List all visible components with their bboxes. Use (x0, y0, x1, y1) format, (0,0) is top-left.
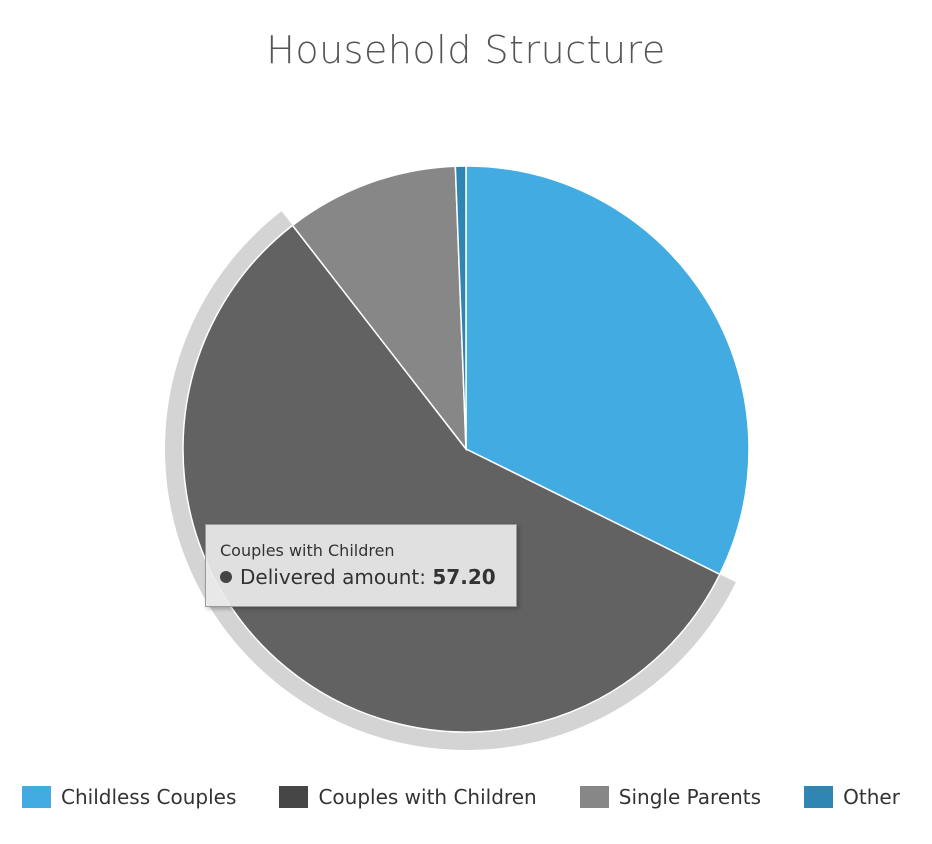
tooltip-row: Delivered amount: 57.20 (220, 564, 516, 590)
pie-slice-single-parents[interactable] (291, 165, 467, 452)
legend-swatch-icon (804, 786, 834, 808)
legend-label: Childless Couples (61, 785, 237, 809)
legend-swatch-icon (22, 786, 51, 808)
legend-label: Other (843, 785, 900, 809)
chart-tooltip: Couples with Children Delivered amount: … (205, 524, 517, 607)
chart-legend: Childless Couples Couples with Children … (22, 783, 900, 811)
tooltip-label: Delivered amount (240, 565, 420, 589)
pie-slice-childless-couples[interactable] (465, 165, 750, 576)
tooltip-separator: : (419, 565, 427, 589)
legend-swatch-icon (579, 786, 609, 808)
pie-slice-other[interactable] (454, 165, 467, 450)
legend-item-single-parents[interactable]: Single Parents (579, 783, 762, 811)
legend-swatch-icon (279, 786, 309, 808)
tooltip-value: 57.20 (432, 565, 496, 589)
legend-label: Couples with Children (318, 785, 537, 809)
legend-item-childless-couples[interactable]: Childless Couples (22, 783, 236, 811)
legend-label: Single Parents (618, 785, 762, 809)
chart-title: Household Structure (266, 28, 666, 72)
tooltip-bullet-icon (220, 571, 232, 583)
tooltip-series-name: Couples with Children (220, 541, 395, 560)
legend-item-other[interactable]: Other (804, 783, 900, 811)
legend-item-couples-with-children[interactable]: Couples with Children (279, 783, 537, 811)
